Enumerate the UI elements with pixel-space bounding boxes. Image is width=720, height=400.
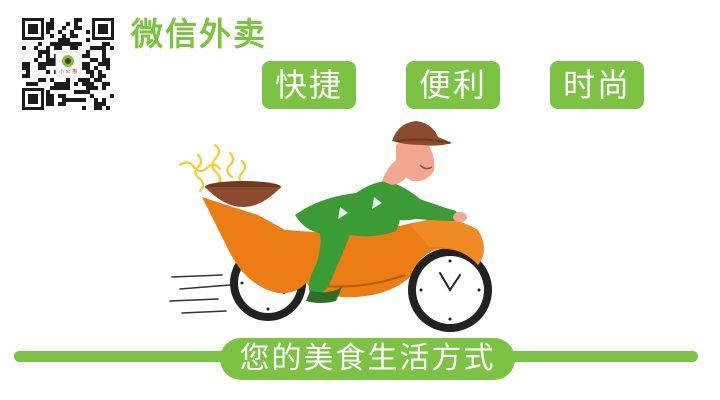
tag-fashion: 时尚 bbox=[550, 61, 644, 109]
rider bbox=[295, 121, 467, 303]
page-title: 微信外卖 bbox=[131, 15, 268, 53]
footer-slogan: 您的美食生活方式 bbox=[220, 338, 515, 380]
qr-code: 小 公 猫 bbox=[22, 18, 114, 110]
speed-lines bbox=[169, 274, 231, 314]
qr-logo-text: 小 公 猫 bbox=[59, 68, 77, 75]
food-bowl-icon bbox=[205, 181, 281, 207]
delivery-rider-illustration bbox=[160, 115, 560, 340]
delivery-rider-motorcycle-icon bbox=[169, 121, 492, 332]
front-wheel-icon bbox=[408, 248, 492, 332]
tag-fast: 快捷 bbox=[262, 61, 356, 109]
tag-convenient: 便利 bbox=[406, 61, 500, 109]
steam-icon bbox=[178, 143, 247, 193]
qr-code-icon: 小 公 猫 bbox=[22, 18, 114, 110]
